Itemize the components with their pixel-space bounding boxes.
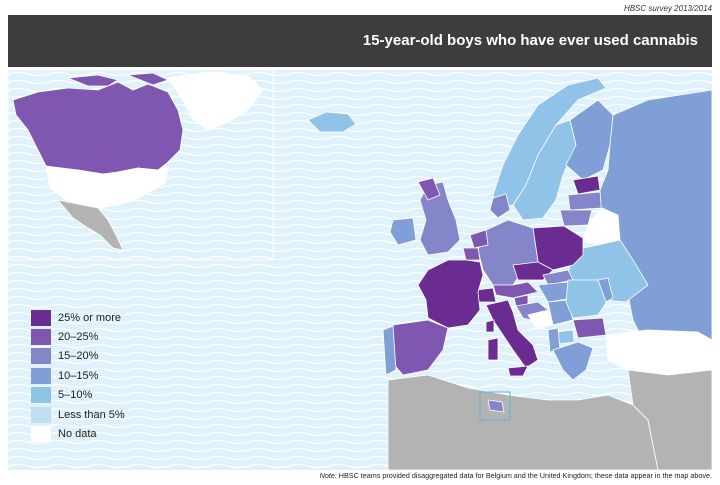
region-greece xyxy=(552,341,594,381)
legend: 25% or more 20–25% 15–20% 10–15% 5–10% L… xyxy=(31,308,125,444)
legend-swatch xyxy=(31,406,51,423)
footnote-prefix: Note: xyxy=(319,471,337,480)
footnote-text: HBSC teams provided disaggregated data f… xyxy=(336,471,712,480)
region-uk-gb xyxy=(419,181,461,256)
legend-label: 15–20% xyxy=(58,350,99,363)
region-malta xyxy=(487,399,505,413)
survey-label: HBSC survey 2013/2014 xyxy=(623,4,712,13)
legend-item: 15–20% xyxy=(31,347,125,366)
region-scotland xyxy=(417,177,441,201)
legend-item: 10–15% xyxy=(31,366,125,385)
region-portugal xyxy=(382,325,397,376)
legend-swatch xyxy=(31,348,51,365)
legend-item: No data xyxy=(31,424,125,443)
region-netherlands xyxy=(469,229,489,249)
region-iceland xyxy=(307,111,357,133)
region-canada-arctic xyxy=(67,72,170,87)
region-corsica xyxy=(485,319,495,333)
region-lithuania xyxy=(559,209,593,227)
region-austria xyxy=(492,281,539,299)
region-north-africa xyxy=(387,374,659,470)
region-moldova xyxy=(597,277,614,303)
region-ireland xyxy=(389,217,417,246)
region-finland xyxy=(565,99,614,181)
legend-label: No data xyxy=(58,428,97,441)
legend-label: 25% or more xyxy=(58,311,121,324)
legend-label: 5–10% xyxy=(58,389,93,402)
region-france xyxy=(417,259,484,329)
legend-item: Less than 5% xyxy=(31,405,125,424)
region-sicily xyxy=(507,365,529,377)
map-title: 15-year-old boys who have ever used cann… xyxy=(362,32,698,49)
map-area xyxy=(8,70,712,470)
region-mexico xyxy=(56,199,124,251)
legend-label: 10–15% xyxy=(58,369,99,382)
region-sardinia xyxy=(487,337,499,361)
legend-swatch xyxy=(31,367,51,384)
legend-swatch xyxy=(31,426,51,443)
region-greenland xyxy=(167,71,264,131)
legend-swatch xyxy=(31,329,51,346)
legend-item: 20–25% xyxy=(31,327,125,346)
title-bar: 15-year-old boys who have ever used cann… xyxy=(8,15,712,67)
region-belgium xyxy=(462,247,481,261)
region-middle-east xyxy=(627,369,712,470)
footnote: Note: HBSC teams provided disaggregated … xyxy=(320,471,712,480)
region-bulgaria xyxy=(572,317,607,339)
europe xyxy=(307,77,712,470)
north-america-inset xyxy=(8,70,274,261)
legend-swatch xyxy=(31,309,51,326)
legend-item: 5–10% xyxy=(31,386,125,405)
region-italy xyxy=(485,299,539,369)
region-turkey xyxy=(605,329,712,376)
malta-inset xyxy=(479,391,511,421)
region-canada xyxy=(12,81,184,175)
region-latvia xyxy=(567,191,603,211)
map-svg xyxy=(8,70,712,470)
legend-label: 20–25% xyxy=(58,331,99,344)
region-denmark xyxy=(489,193,511,219)
legend-item: 25% or more xyxy=(31,308,125,327)
region-usa xyxy=(45,165,169,209)
legend-swatch xyxy=(31,387,51,404)
legend-label: Less than 5% xyxy=(58,408,125,421)
